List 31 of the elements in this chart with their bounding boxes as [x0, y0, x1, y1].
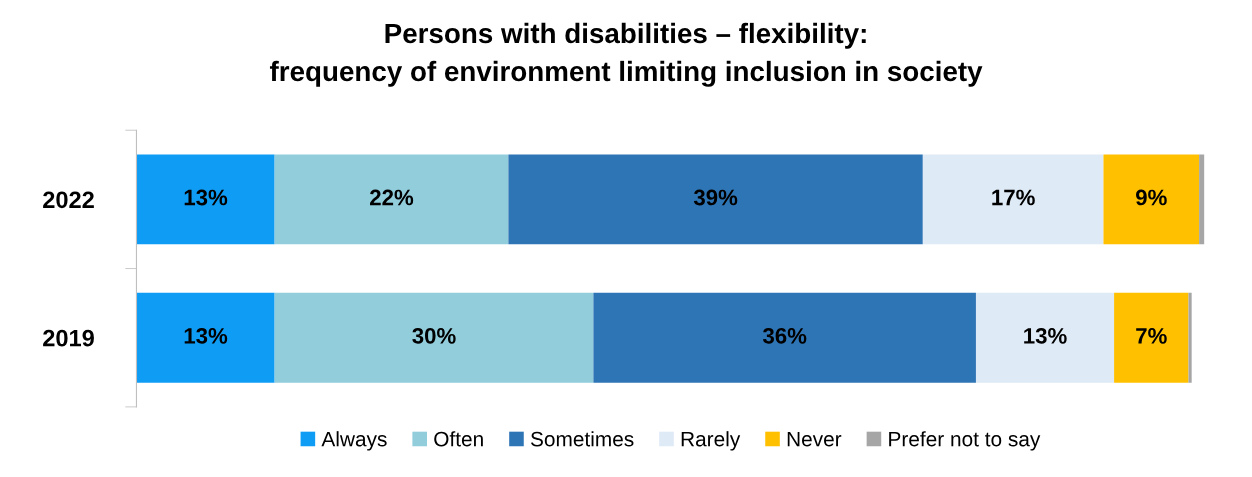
bar [1114, 292, 1189, 383]
bar [1188, 292, 1192, 383]
data-label: 13% [1024, 327, 1067, 344]
data-label: 22% [370, 189, 414, 206]
legend-label: Rarely [681, 431, 741, 451]
legend-label: Always [321, 431, 387, 451]
chart-title: Persons with disabilities – flexibility: frequency of environment limiting inclusion in society [269, 22, 983, 87]
bar [136, 154, 275, 245]
bar [136, 292, 275, 383]
data-label: 9% [1136, 189, 1167, 206]
legend-label: Never [787, 431, 842, 447]
data-label: 30% [412, 327, 456, 344]
y-tick-label: 2019 [43, 329, 94, 347]
y-tick-label: 2022 [43, 191, 94, 209]
data-label: 36% [762, 327, 807, 344]
bar [508, 154, 923, 245]
data-label: 7% [1136, 328, 1167, 344]
legend-label: Often [434, 431, 483, 447]
bar [274, 292, 594, 383]
data-label: 13% [184, 327, 228, 344]
bar [1103, 154, 1200, 245]
bar [922, 154, 1104, 245]
bar [1199, 154, 1205, 245]
data-label: 17% [992, 189, 1035, 206]
bar [593, 292, 976, 383]
bar [274, 154, 509, 245]
data-label: 13% [184, 189, 228, 206]
data-label: 39% [693, 189, 738, 206]
legend-label: Sometimes [530, 431, 634, 447]
bar [975, 292, 1115, 383]
legend-label: Prefer not to say [889, 431, 1041, 451]
